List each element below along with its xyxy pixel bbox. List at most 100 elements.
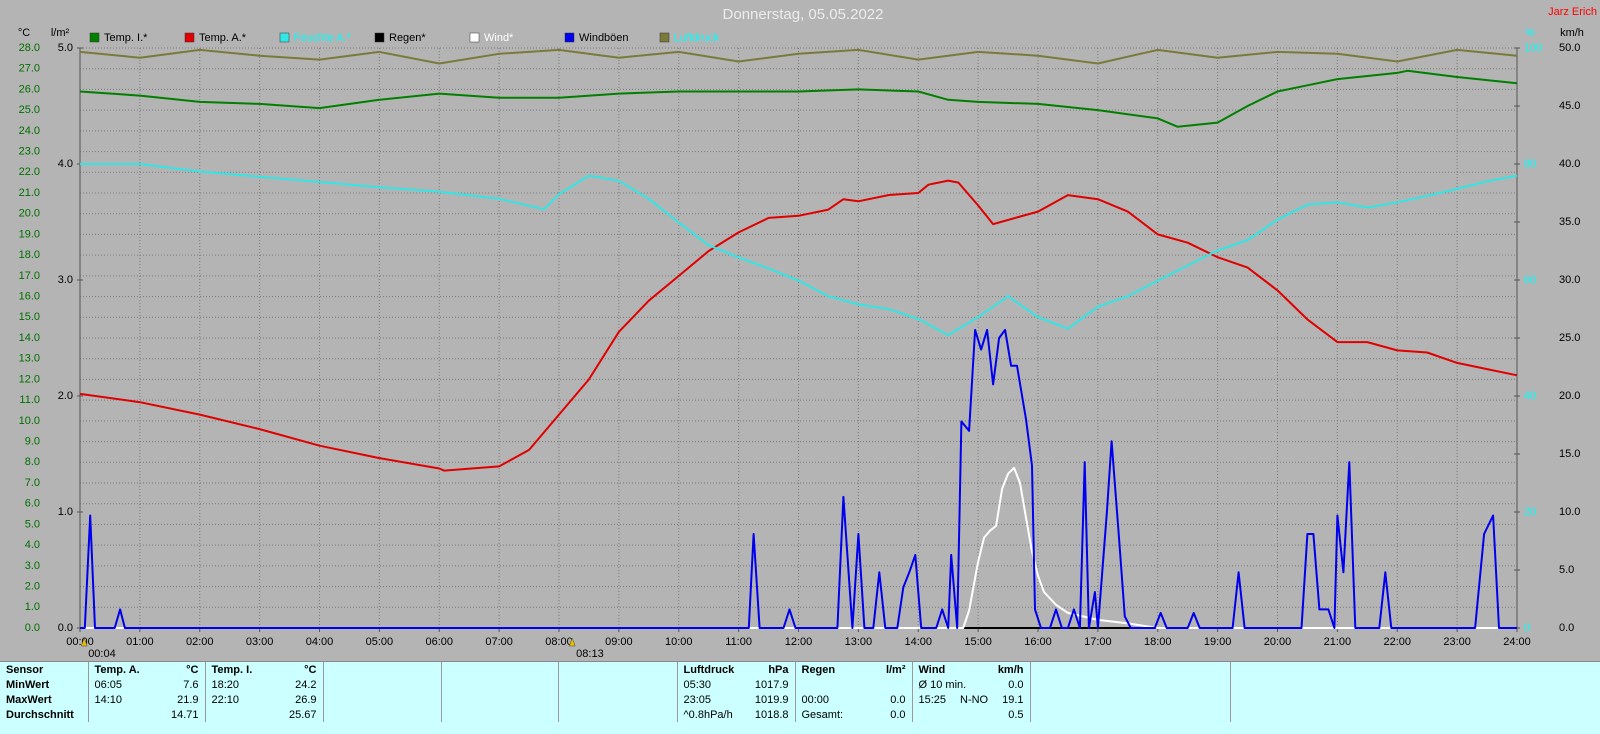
cell: Regen l/m² bbox=[795, 662, 913, 677]
y-tick-label: 23.0 bbox=[19, 145, 40, 157]
cell-text: 23:05 bbox=[683, 693, 712, 706]
y-tick-label: 26.0 bbox=[19, 83, 40, 95]
y3-axis-unit: km/h bbox=[1560, 27, 1584, 39]
y-tick-label: 17.0 bbox=[19, 270, 40, 282]
x-tick-label: 14:00 bbox=[904, 636, 932, 648]
cell: 22:10 26.9 bbox=[205, 692, 324, 707]
legend-label: Regen* bbox=[389, 32, 426, 44]
y-tick-label: 22.0 bbox=[19, 166, 40, 178]
y3-tick-label: 35.0 bbox=[1559, 216, 1580, 228]
y4-tick-label: 60 bbox=[1524, 274, 1536, 286]
x-tick-label: 07:00 bbox=[485, 636, 513, 648]
legend-label: Luftdruck bbox=[674, 32, 720, 44]
y-tick-label: 1.0 bbox=[25, 601, 40, 613]
row: MinWert 06:05 7.6 18:20 24.2 05:30 1017.9 Ø… bbox=[0, 677, 1231, 692]
cell: Wind km/h bbox=[912, 662, 1031, 677]
cell-text: 25.67 bbox=[288, 708, 317, 721]
cell-text: 26.9 bbox=[295, 693, 317, 706]
cell-text: 0.5 bbox=[1008, 708, 1024, 721]
x-tick-label: 19:00 bbox=[1204, 636, 1232, 648]
y3-tick-label: 30.0 bbox=[1559, 274, 1580, 286]
chart-background bbox=[0, 0, 1600, 661]
y4-tick-label: 40 bbox=[1524, 390, 1536, 402]
y-tick-label: 19.0 bbox=[19, 228, 40, 240]
y-tick-label: 3.0 bbox=[25, 560, 40, 572]
y-tick-label: 28.0 bbox=[19, 42, 40, 54]
cell: MaxWert bbox=[0, 692, 89, 707]
annotation-label: 00:04 bbox=[88, 648, 116, 660]
y2-tick-label: 5.0 bbox=[58, 42, 73, 54]
y3-tick-label: 40.0 bbox=[1559, 158, 1580, 170]
cell: Luftdruck hPa bbox=[677, 662, 796, 677]
series-line bbox=[80, 328, 1517, 629]
y-tick-label: 9.0 bbox=[25, 435, 40, 447]
y-tick-label: 20.0 bbox=[19, 208, 40, 220]
y-tick-label: 27.0 bbox=[19, 63, 40, 75]
y-tick-label: 15.0 bbox=[19, 311, 40, 323]
y-tick-label: 8.0 bbox=[25, 456, 40, 468]
chart: Donnerstag, 05.05.2022 Jarz Erich °C l/m… bbox=[0, 0, 1600, 661]
y-tick-label: 0.0 bbox=[25, 622, 40, 634]
cell: 23:05 1019.9 bbox=[677, 692, 796, 707]
cell: 25.67 bbox=[205, 707, 324, 722]
annotation-icon bbox=[568, 637, 576, 647]
x-tick-label: 11:00 bbox=[725, 636, 752, 648]
row: MaxWert 14:10 21.9 22:10 26.9 23:05 1019.9 … bbox=[0, 692, 1231, 707]
y3-tick-label: 10.0 bbox=[1559, 506, 1580, 518]
chart-title: Donnerstag, 05.05.2022 bbox=[723, 6, 884, 23]
x-tick-label: 06:00 bbox=[425, 636, 453, 648]
y-tick-label: 13.0 bbox=[19, 353, 40, 365]
cell-text: °C bbox=[186, 663, 199, 676]
legend-swatch bbox=[659, 32, 670, 43]
cell-text: hPa bbox=[768, 663, 789, 676]
y-tick-label: 4.0 bbox=[25, 539, 40, 551]
legend-label: Wind* bbox=[484, 32, 514, 44]
x-tick-label: 08:00 bbox=[545, 636, 573, 648]
y3-tick-label: 20.0 bbox=[1559, 390, 1580, 402]
x-tick-label: 17:00 bbox=[1084, 636, 1112, 648]
series-line bbox=[79, 179, 1518, 472]
y2-tick-label: 0.0 bbox=[58, 622, 73, 634]
cell: 15:25 N-NO 19.1 bbox=[912, 692, 1031, 707]
cell: 0.5 bbox=[912, 707, 1031, 722]
x-tick-label: 16:00 bbox=[1024, 636, 1052, 648]
y-tick-label: 2.0 bbox=[25, 580, 40, 592]
cell-text: 21.9 bbox=[177, 693, 199, 706]
series-line bbox=[80, 163, 1518, 337]
y3-tick-label: 25.0 bbox=[1559, 332, 1580, 344]
cell: 14:10 21.9 bbox=[88, 692, 206, 707]
x-tick-label: 24:00 bbox=[1503, 636, 1531, 648]
y2-tick-label: 1.0 bbox=[58, 506, 73, 518]
cell-text: km/h bbox=[997, 663, 1024, 676]
header-row: Sensor Temp. A. °C Temp. I. °C Luftdruck hP… bbox=[0, 662, 1231, 677]
y2-tick-label: 4.0 bbox=[58, 158, 73, 170]
table: Sensor Temp. A. °C Temp. I. °C Luftdruck hP… bbox=[0, 662, 1231, 722]
cell-text: Gesamt: bbox=[801, 708, 844, 721]
y4-tick-label: 20 bbox=[1524, 506, 1536, 518]
x-tick-label: 09:00 bbox=[605, 636, 633, 648]
annotation-icon bbox=[80, 637, 88, 647]
cell-text: 0.0 bbox=[890, 693, 906, 706]
legend-swatch bbox=[89, 32, 100, 43]
x-tick-label: 20:00 bbox=[1264, 636, 1292, 648]
cell: 18:20 24.2 bbox=[205, 677, 324, 692]
y4-tick-label: 100 bbox=[1524, 42, 1542, 54]
legend-label: Windböen bbox=[579, 32, 629, 44]
legend-swatch bbox=[564, 32, 575, 43]
y3-tick-label: 50.0 bbox=[1559, 42, 1580, 54]
y-tick-label: 25.0 bbox=[19, 104, 40, 116]
x-tick-label: 23:00 bbox=[1443, 636, 1471, 648]
y-tick-label: 11.0 bbox=[19, 394, 40, 406]
x-tick-label: 15:00 bbox=[964, 636, 992, 648]
cell: ^0.8hPa/h 1018.8 bbox=[677, 707, 796, 722]
y-tick-label: 16.0 bbox=[19, 290, 40, 302]
x-tick-label: 10:00 bbox=[665, 636, 693, 648]
cell: Sensor bbox=[0, 662, 89, 677]
cell-text: 1017.9 bbox=[754, 678, 789, 691]
cell: Ø 10 min. 0.0 bbox=[912, 677, 1031, 692]
y4-axis-unit: % bbox=[1525, 27, 1535, 39]
legend-swatch bbox=[374, 32, 385, 43]
cell: 05:30 1017.9 bbox=[677, 677, 796, 692]
cell: MinWert bbox=[0, 677, 89, 692]
